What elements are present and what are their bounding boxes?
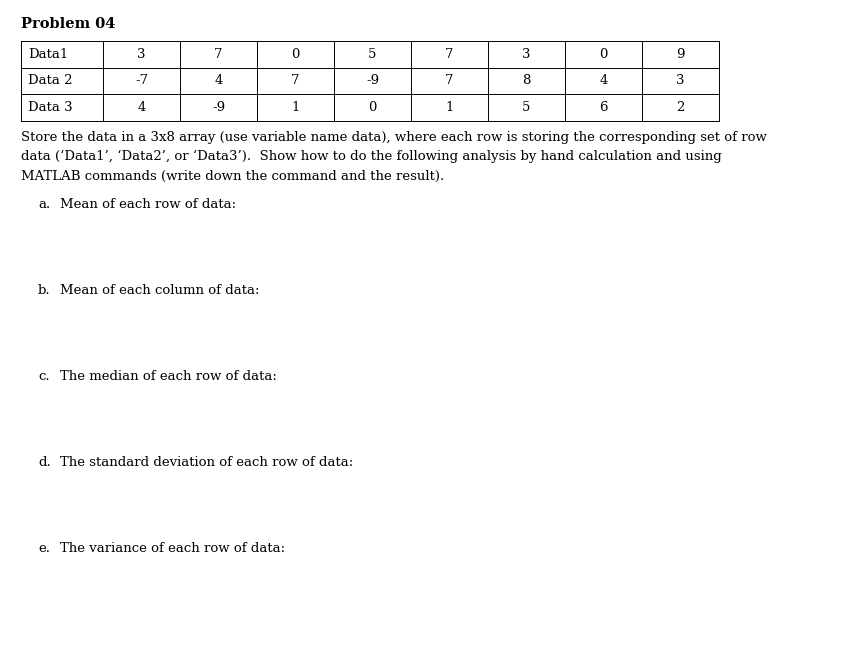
Text: -7: -7 [135,74,148,87]
Text: 4: 4 [214,74,222,87]
Text: 0: 0 [598,48,607,61]
Text: Mean of each column of data:: Mean of each column of data: [60,284,259,297]
Text: Data 2: Data 2 [28,74,72,87]
Text: 8: 8 [522,74,530,87]
Text: 7: 7 [291,74,300,87]
Text: 7: 7 [214,48,222,61]
Text: 4: 4 [598,74,607,87]
Text: 4: 4 [137,101,146,113]
Text: 0: 0 [291,48,300,61]
Text: -9: -9 [366,74,379,87]
Text: Problem 04: Problem 04 [21,17,115,31]
Text: d.: d. [38,456,51,469]
Text: Mean of each row of data:: Mean of each row of data: [60,198,236,211]
Text: The standard deviation of each row of data:: The standard deviation of each row of da… [60,456,353,469]
Text: Data 3: Data 3 [28,101,72,113]
Text: data (‘Data1’, ‘Data2’, or ‘Data3’).  Show how to do the following analysis by h: data (‘Data1’, ‘Data2’, or ‘Data3’). Sho… [21,150,721,163]
Text: The median of each row of data:: The median of each row of data: [60,370,276,383]
Text: 2: 2 [676,101,684,113]
Text: 5: 5 [522,101,530,113]
Text: 3: 3 [676,74,684,87]
Text: b.: b. [38,284,51,297]
Text: -9: -9 [212,101,225,113]
Text: 3: 3 [137,48,146,61]
Text: e.: e. [38,542,50,554]
Text: 3: 3 [522,48,530,61]
Text: 1: 1 [291,101,300,113]
Text: MATLAB commands (write down the command and the result).: MATLAB commands (write down the command … [21,170,443,183]
Text: 7: 7 [445,74,453,87]
Text: 1: 1 [445,101,453,113]
Text: 5: 5 [368,48,376,61]
Text: 7: 7 [445,48,453,61]
Text: 0: 0 [368,101,376,113]
Text: Store the data in a 3x8 array (use variable name data), where each row is storin: Store the data in a 3x8 array (use varia… [21,130,766,143]
Text: 6: 6 [598,101,607,113]
Text: c.: c. [38,370,50,383]
Text: Data1: Data1 [28,48,68,61]
Text: a.: a. [38,198,50,211]
Text: The variance of each row of data:: The variance of each row of data: [60,542,285,554]
Text: 9: 9 [676,48,684,61]
